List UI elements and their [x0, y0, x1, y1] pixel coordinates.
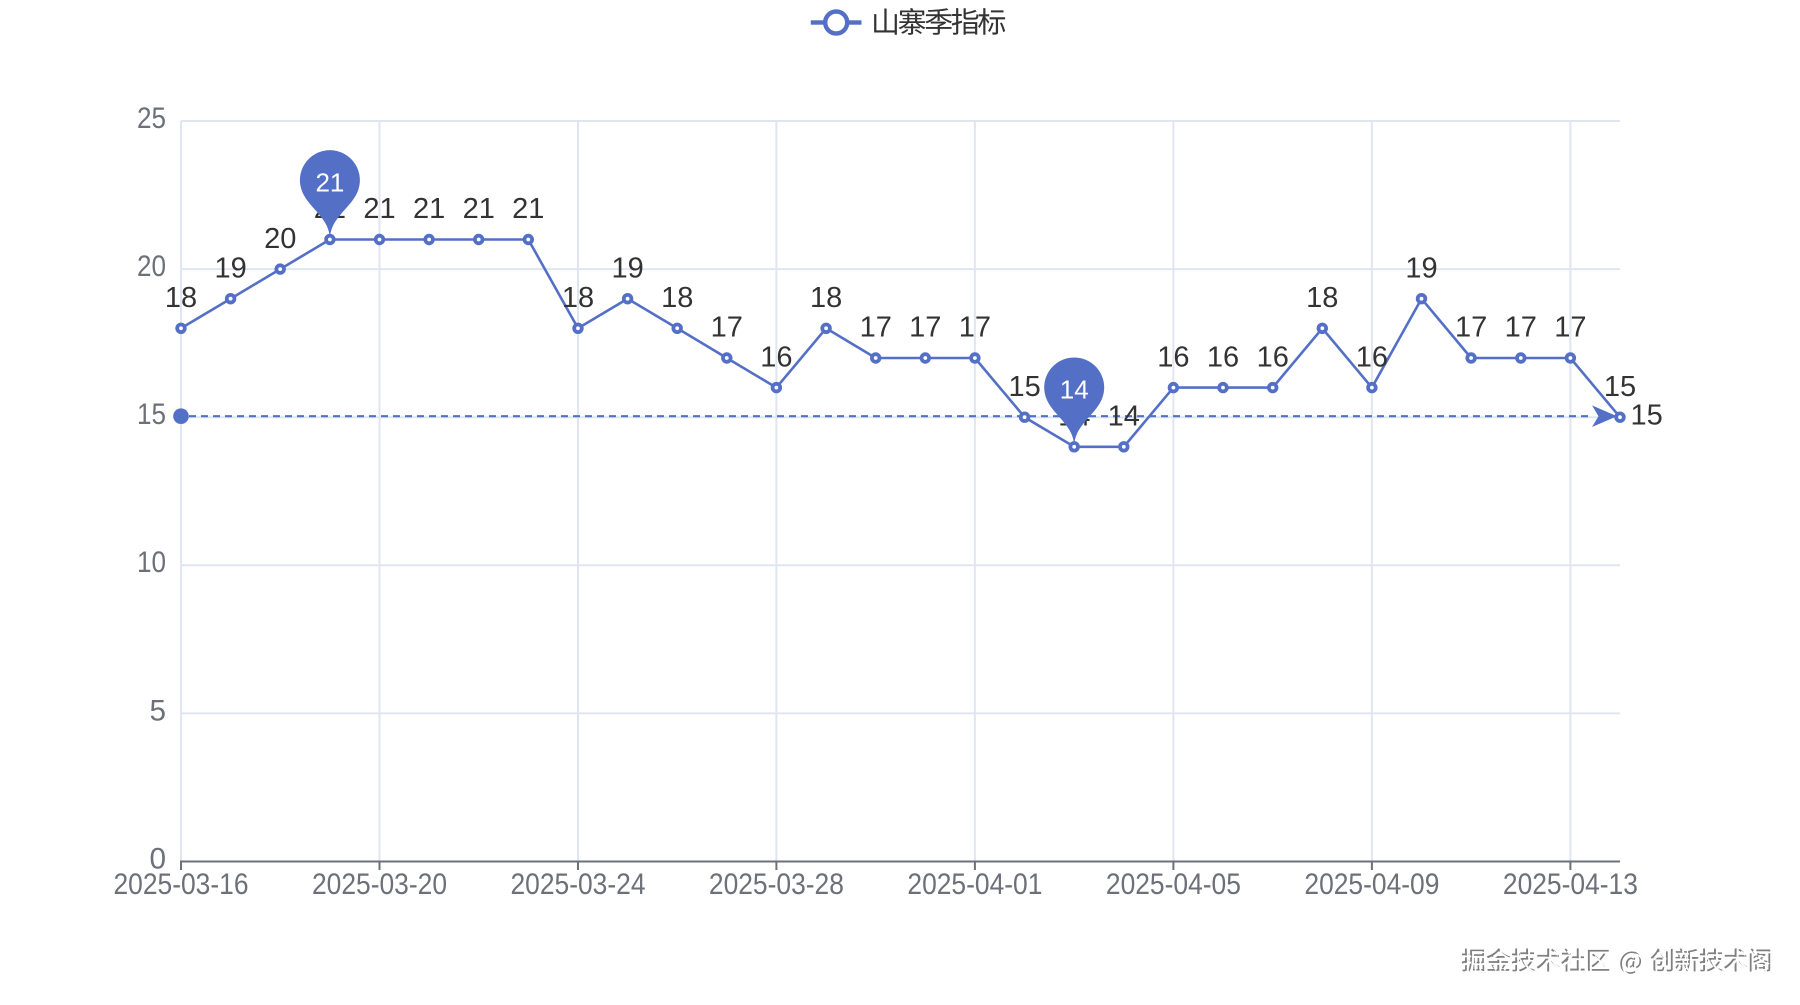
svg-text:14: 14: [1108, 401, 1140, 433]
svg-text:16: 16: [1356, 341, 1388, 373]
svg-text:19: 19: [611, 252, 643, 284]
svg-text:18: 18: [661, 282, 693, 314]
svg-text:16: 16: [1207, 341, 1239, 373]
svg-text:16: 16: [760, 341, 792, 373]
svg-text:14: 14: [1060, 375, 1089, 405]
svg-text:2025-04-09: 2025-04-09: [1304, 868, 1439, 901]
svg-text:2025-04-05: 2025-04-05: [1106, 868, 1241, 901]
svg-text:21: 21: [315, 167, 344, 197]
svg-text:21: 21: [512, 193, 544, 225]
svg-text:2025-03-24: 2025-03-24: [511, 868, 646, 901]
svg-text:10: 10: [137, 546, 166, 579]
svg-text:17: 17: [1554, 312, 1586, 344]
svg-text:15: 15: [137, 398, 166, 431]
svg-text:17: 17: [711, 312, 743, 344]
svg-text:20: 20: [264, 223, 296, 255]
svg-text:21: 21: [363, 193, 395, 225]
svg-text:20: 20: [137, 250, 166, 283]
svg-text:15: 15: [1008, 371, 1040, 403]
svg-text:19: 19: [1405, 252, 1437, 284]
svg-text:17: 17: [1505, 312, 1537, 344]
svg-text:18: 18: [562, 282, 594, 314]
svg-text:18: 18: [165, 282, 197, 314]
svg-text:25: 25: [137, 102, 166, 135]
svg-text:21: 21: [463, 193, 495, 225]
svg-text:2025-04-01: 2025-04-01: [907, 868, 1042, 901]
svg-text:2025-04-13: 2025-04-13: [1503, 868, 1638, 901]
svg-text:19: 19: [214, 252, 246, 284]
svg-text:18: 18: [810, 282, 842, 314]
svg-text:16: 16: [1257, 341, 1289, 373]
svg-text:5: 5: [149, 694, 166, 727]
svg-text:16: 16: [1157, 341, 1189, 373]
svg-text:17: 17: [959, 312, 991, 344]
svg-text:2025-03-20: 2025-03-20: [312, 868, 447, 901]
svg-text:2025-03-16: 2025-03-16: [114, 868, 249, 901]
svg-text:0: 0: [149, 842, 166, 875]
svg-text:2025-03-28: 2025-03-28: [709, 868, 844, 901]
svg-text:17: 17: [909, 312, 941, 344]
svg-text:18: 18: [1306, 282, 1338, 314]
svg-text:17: 17: [860, 312, 892, 344]
svg-text:15: 15: [1604, 371, 1636, 403]
svg-text:15: 15: [1631, 400, 1663, 432]
svg-text:17: 17: [1455, 312, 1487, 344]
svg-text:21: 21: [413, 193, 445, 225]
